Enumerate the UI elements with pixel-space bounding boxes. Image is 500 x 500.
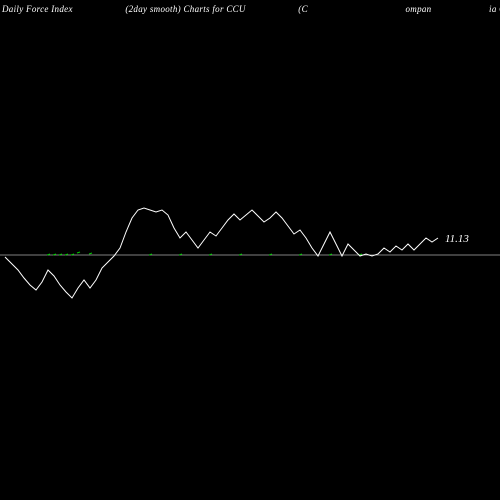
last-value-label: 11.13 <box>445 233 469 245</box>
force-index-chart <box>0 0 500 500</box>
